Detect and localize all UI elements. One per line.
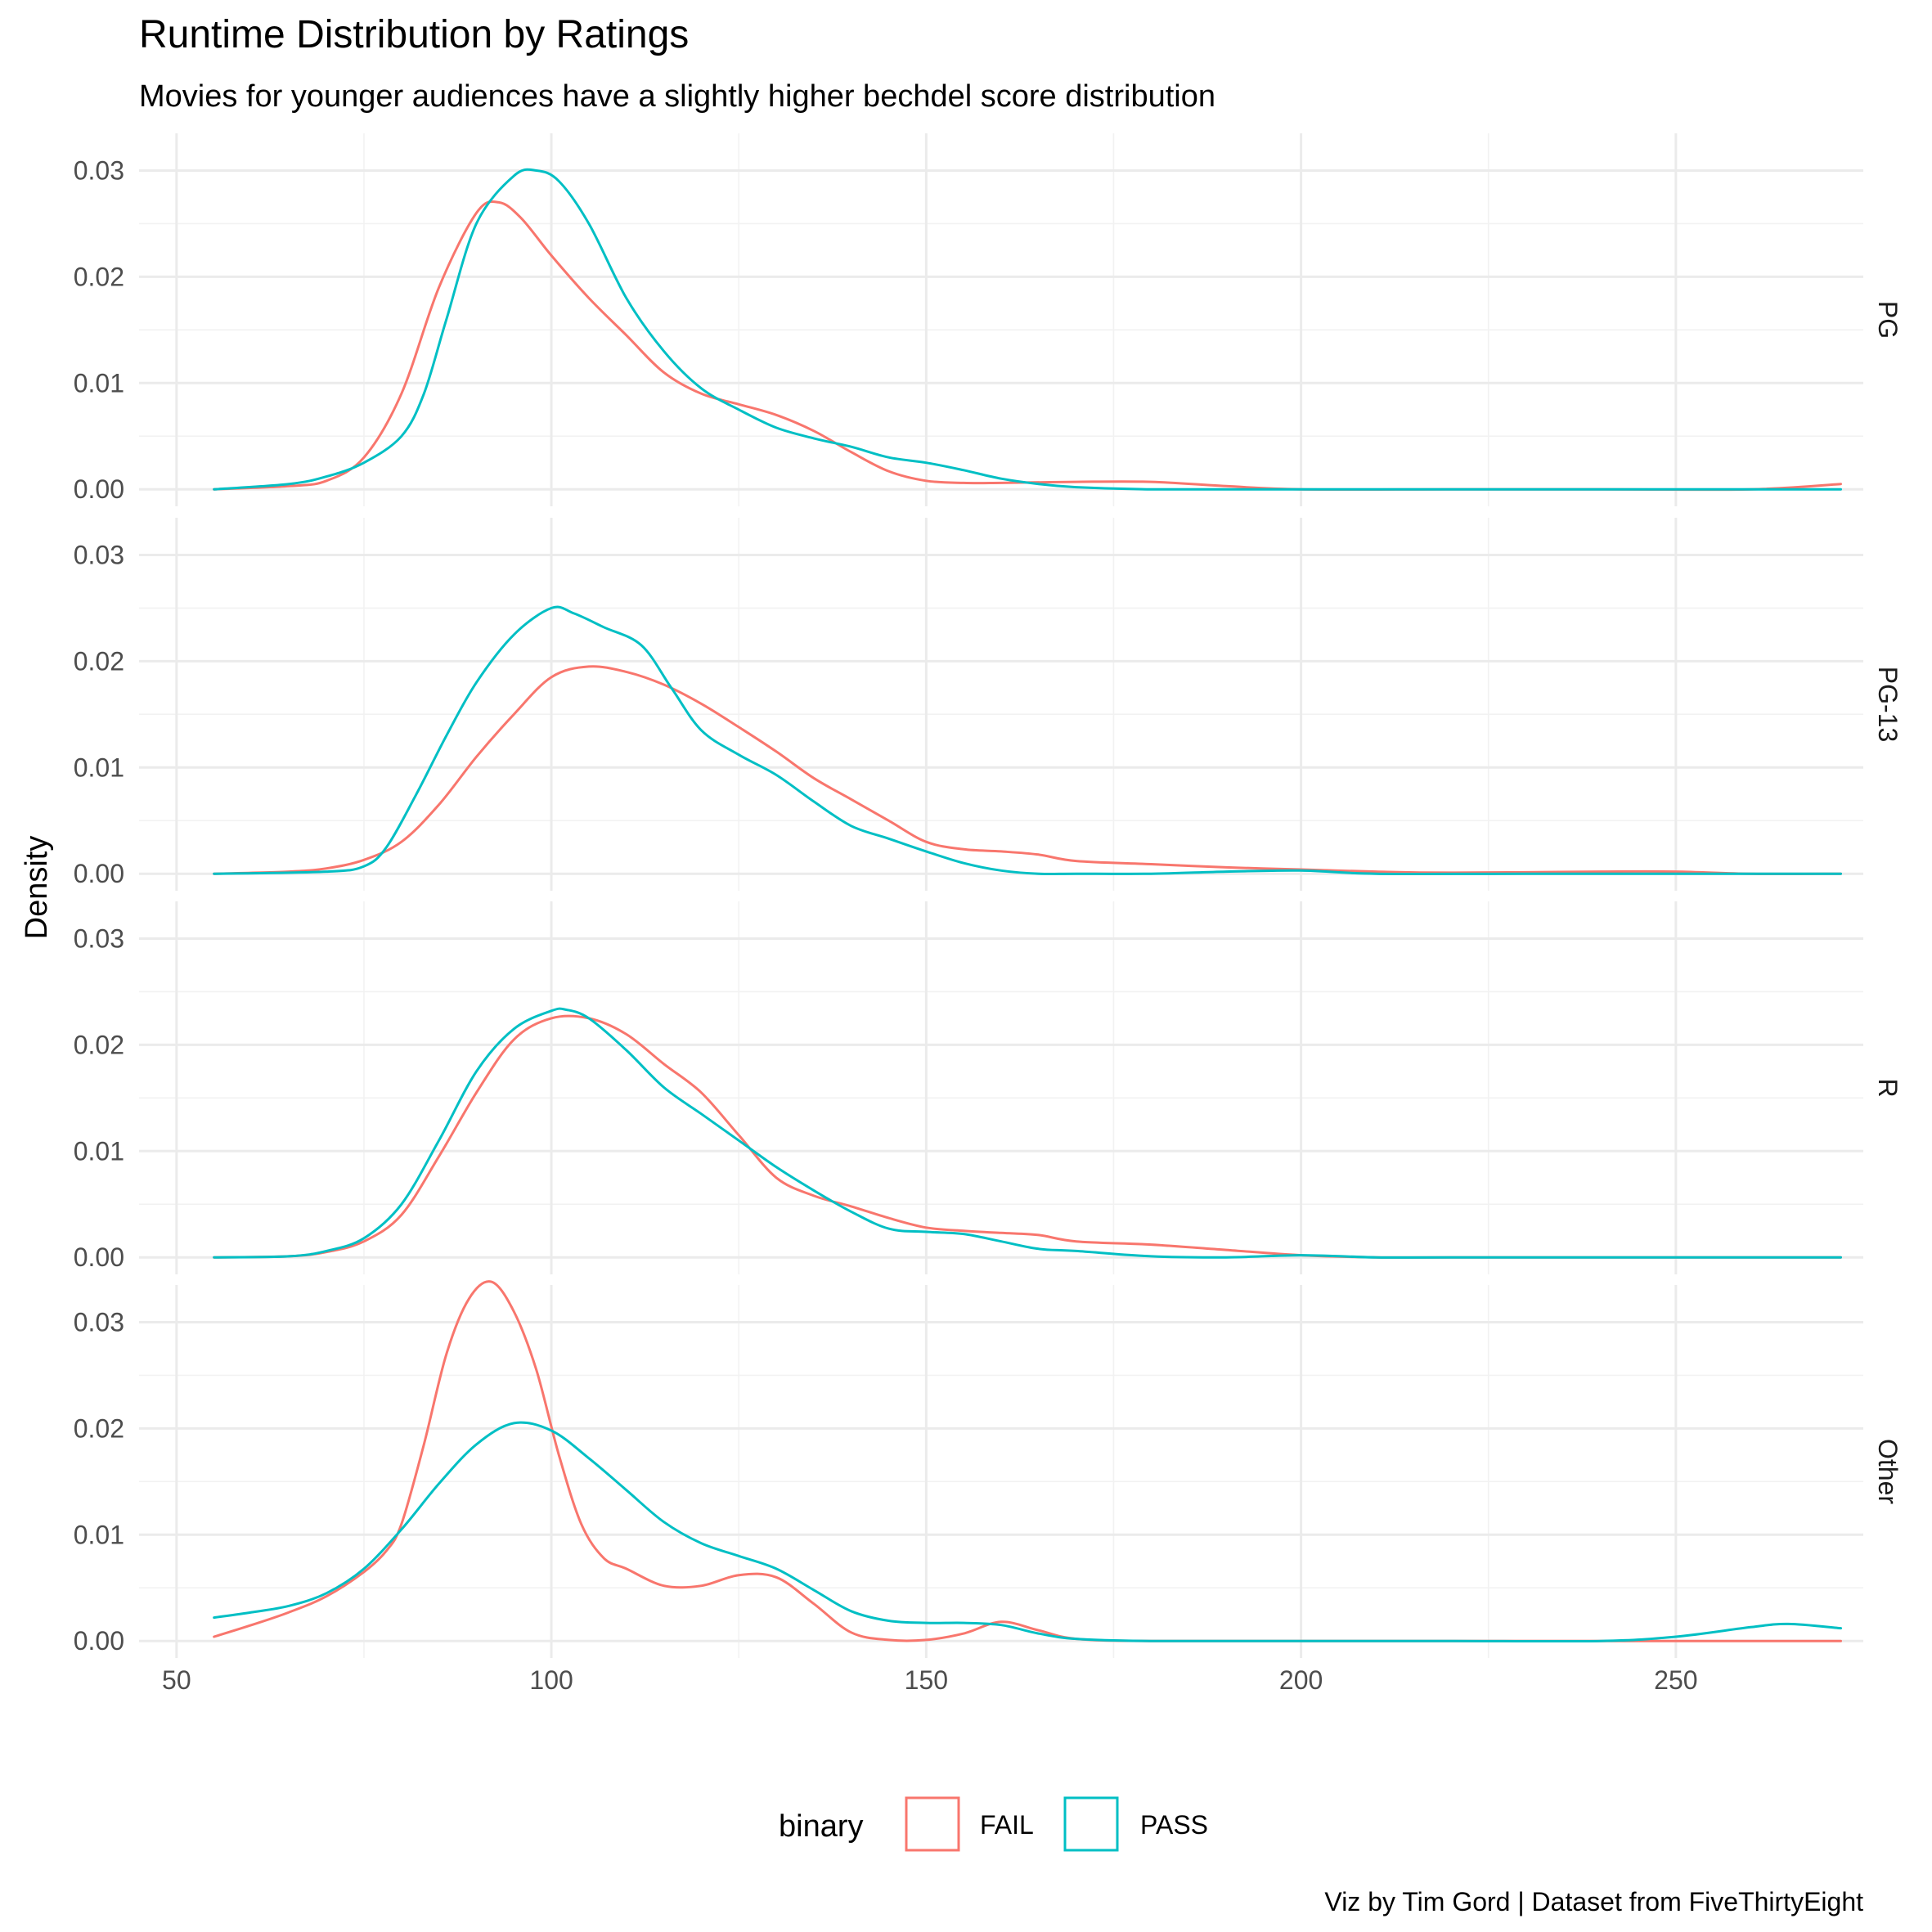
chart-caption: Viz by Tim Gord | Dataset from FiveThirt…	[1324, 1887, 1863, 1916]
density-line-fail	[213, 665, 1842, 875]
chart-title: Runtime Distribution by Ratings	[139, 13, 689, 56]
y-tick-label: 0.00	[74, 1242, 124, 1272]
legend-label-fail: FAIL	[980, 1810, 1034, 1840]
x-tick-label: 200	[1279, 1665, 1323, 1695]
facet-strip-label: PG-13	[1873, 667, 1903, 742]
density-line-pass	[213, 1007, 1842, 1259]
y-tick-label: 0.00	[74, 474, 124, 504]
facet-strip-label: Other	[1873, 1439, 1903, 1504]
y-tick-label: 0.01	[74, 753, 124, 782]
y-tick-label: 0.03	[74, 155, 124, 185]
y-tick-label: 0.03	[74, 1307, 124, 1337]
y-tick-label: 0.00	[74, 859, 124, 888]
y-tick-label: 0.01	[74, 368, 124, 398]
density-line-pass	[213, 605, 1842, 876]
density-line-pass	[213, 1421, 1842, 1643]
chart-subtitle: Movies for younger audiences have a slig…	[139, 79, 1215, 114]
legend-label-pass: PASS	[1140, 1810, 1208, 1840]
legend-key-fail	[905, 1796, 960, 1852]
y-tick-label: 0.02	[74, 1030, 124, 1059]
y-tick-label: 0.02	[74, 262, 124, 291]
facet-panels: 0.000.010.020.03PG0.000.010.020.03PG-130…	[74, 133, 1903, 1658]
panel-pg-13: 0.00 0.01 0.02 0.03 PG-13	[74, 518, 1903, 891]
legend-title: binary	[779, 1809, 864, 1844]
x-tick-label: 50	[162, 1665, 191, 1695]
x-tick-label: 100	[529, 1665, 573, 1695]
facet-strip-label: R	[1873, 1078, 1903, 1097]
panel-pg: 0.00 0.01 0.02 0.03 PG	[74, 133, 1903, 506]
x-tick-label: 250	[1654, 1665, 1697, 1695]
y-tick-label: 0.02	[74, 646, 124, 676]
y-tick-label: 0.00	[74, 1626, 124, 1656]
density-line-pass	[213, 168, 1842, 491]
density-line-fail	[213, 200, 1842, 492]
y-tick-label: 0.01	[74, 1520, 124, 1549]
y-axis-title: Density	[20, 836, 54, 940]
y-tick-label: 0.03	[74, 540, 124, 569]
x-tick-label: 150	[905, 1665, 948, 1695]
panel-other: 0.00 0.01 0.02 0.03 Other	[74, 1280, 1903, 1658]
panel-r: 0.00 0.01 0.02 0.03 R	[74, 901, 1903, 1274]
legend-key-pass	[1063, 1796, 1119, 1852]
y-tick-label: 0.01	[74, 1136, 124, 1166]
density-line-fail	[213, 1014, 1842, 1259]
facet-strip-label: PG	[1873, 301, 1903, 339]
legend: binary FAIL PASS	[779, 1796, 1208, 1852]
x-axis: 50 100 150 200 250	[162, 1665, 1698, 1695]
y-tick-label: 0.03	[74, 923, 124, 953]
y-tick-label: 0.02	[74, 1413, 124, 1443]
